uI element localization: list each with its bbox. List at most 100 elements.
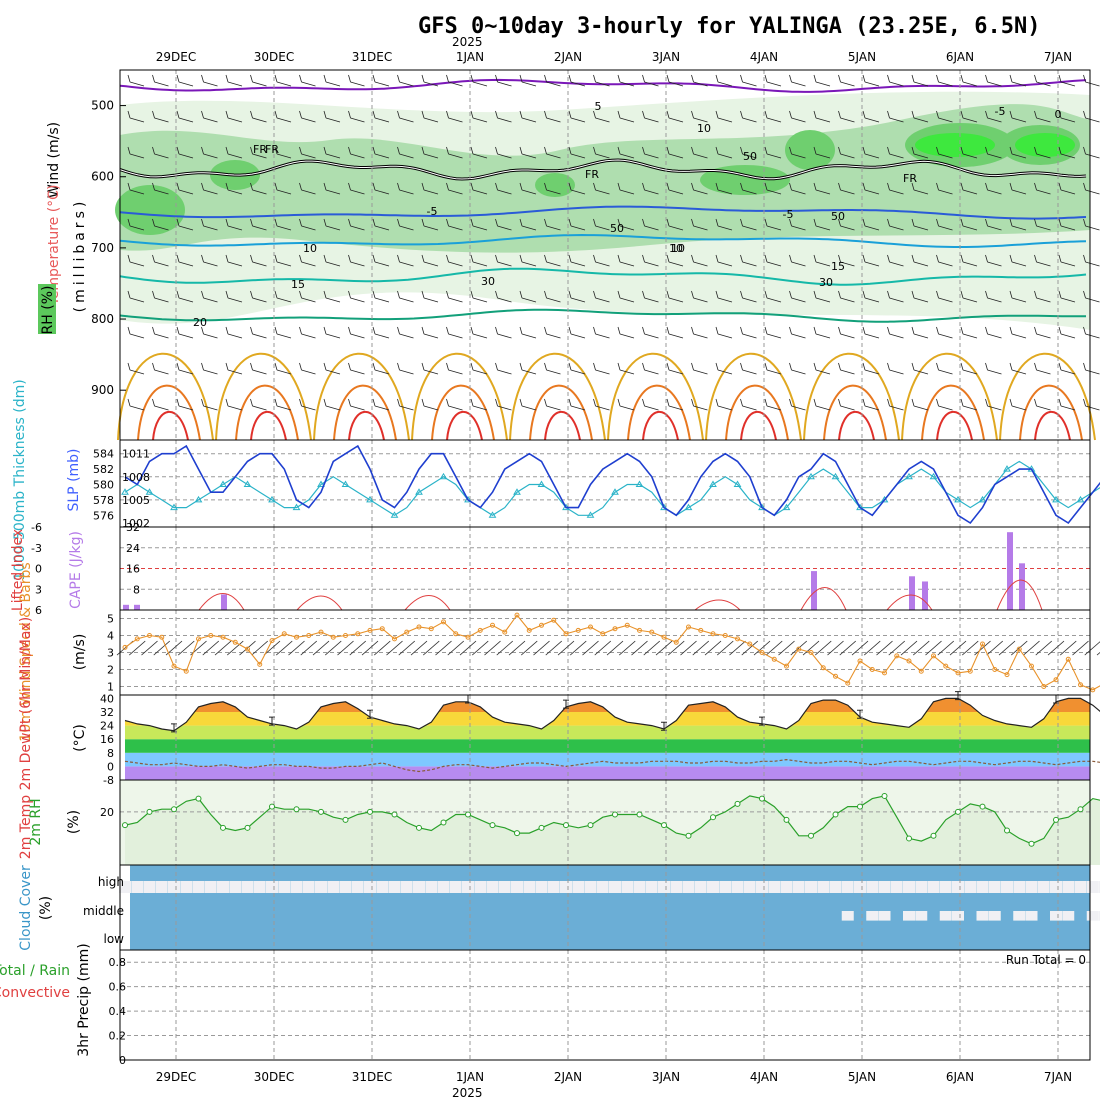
isotherm-15 [119, 267, 1087, 286]
upper-barb [862, 110, 880, 123]
thick-tick-584: 584 [93, 448, 114, 461]
wind10-point [771, 656, 777, 662]
upper-barb [470, 182, 488, 195]
rh2m-point [685, 832, 692, 839]
cloud-high-gap [756, 881, 768, 893]
wind10-barb [435, 640, 452, 656]
upper-barb [544, 146, 561, 159]
wind10-point [992, 667, 998, 672]
upper-barb [323, 326, 341, 339]
upper-barb [985, 398, 1002, 411]
wind10-barb [716, 640, 734, 656]
upper-barb [176, 182, 194, 195]
upper-barb [225, 218, 243, 231]
wind10-point [882, 670, 887, 676]
upper-barb [789, 362, 806, 375]
precip-frame [119, 949, 1091, 1061]
temp2m-line [124, 697, 1100, 732]
upper-barb [299, 398, 316, 411]
upper-barb [201, 110, 218, 123]
iso-gold-3 [411, 352, 508, 441]
upper-barb [1009, 362, 1027, 375]
upper-barb [225, 182, 243, 195]
iso-orange-2 [333, 384, 397, 441]
upper-barb [397, 254, 414, 267]
upper-barb [740, 326, 757, 339]
upper-barb [764, 398, 782, 411]
wind10-point [747, 641, 753, 647]
cloud-high-gap [1013, 881, 1026, 893]
wind10-point [343, 633, 348, 638]
upper-barb [764, 146, 782, 159]
cloud-high-gap [302, 881, 315, 893]
upper-barb [568, 398, 586, 411]
wind10-point [722, 633, 728, 638]
iso-orange-0 [137, 384, 201, 441]
iso-red-3 [446, 410, 483, 441]
wind10-point [796, 646, 802, 652]
upper-barb [1058, 326, 1076, 339]
upper-barb [1083, 290, 1100, 303]
cloud-unit: (%) [38, 896, 54, 920]
contour-label-14: 30 [819, 276, 833, 289]
upper-barb [1058, 146, 1076, 159]
cloud-high-gap [572, 881, 585, 893]
cloud-high-gap [805, 881, 817, 893]
iso-red-8 [936, 410, 973, 441]
rh2m-tick-20: 20 [100, 806, 114, 819]
thickness-point [782, 503, 791, 511]
rh2m-point [1077, 806, 1084, 813]
cloud-mid-gap [976, 911, 989, 921]
upper-barb [250, 218, 267, 231]
dewpt-line [124, 758, 1100, 773]
cloud-fill [130, 865, 1090, 950]
iso-red-0 [152, 410, 189, 441]
wind10-barb [851, 640, 869, 656]
upper-barb [397, 74, 414, 87]
cloud-high-gap [621, 881, 634, 893]
wind10-barb [1059, 640, 1077, 656]
upper-barb [225, 146, 243, 159]
li-bump-6 [996, 579, 1043, 611]
upper-barb [225, 362, 243, 375]
upper-barb [715, 218, 733, 231]
cloud-high-gap [486, 881, 499, 893]
upper-barb [470, 110, 488, 123]
wind10-point [367, 627, 373, 633]
upper-barb [446, 362, 463, 375]
cloud-high-gap [1062, 881, 1075, 893]
wind10-barb [778, 640, 795, 656]
wind10-point [257, 661, 263, 667]
upper-barb [691, 182, 708, 195]
upper-barb [348, 218, 365, 231]
upper-barb [1083, 110, 1100, 123]
rh2m-point [759, 795, 765, 802]
upper-barb [666, 254, 684, 267]
wind10-barb [447, 640, 465, 656]
upper-barb [274, 74, 292, 87]
rh2m-point [391, 811, 398, 818]
thickness-point [268, 495, 276, 503]
slp-tick-1005: 1005 [122, 494, 150, 507]
wind10-barb [961, 640, 979, 656]
upper-barb [1083, 74, 1100, 87]
wind10-point [955, 670, 961, 676]
upper-barb [299, 254, 316, 267]
wind10-point [820, 665, 826, 671]
wind10-barb [814, 640, 832, 656]
cloud-high-gap [829, 881, 842, 893]
rh2m-unit: (%) [66, 810, 82, 834]
wind10-point [526, 627, 532, 633]
cloud-high-gap [658, 881, 670, 893]
upper-barb [838, 362, 855, 375]
upper-barb [789, 218, 806, 231]
wind10-barb [251, 640, 269, 656]
rh-blob-bright-2 [1015, 133, 1075, 157]
cloud-high-gap [180, 881, 193, 893]
upper-barb [1058, 254, 1076, 267]
rh2m-point [489, 822, 496, 829]
slp-tick-1008: 1008 [122, 471, 150, 484]
upper-barb [519, 326, 537, 339]
rh2m-point [661, 822, 667, 829]
wind10-point [1029, 663, 1034, 669]
